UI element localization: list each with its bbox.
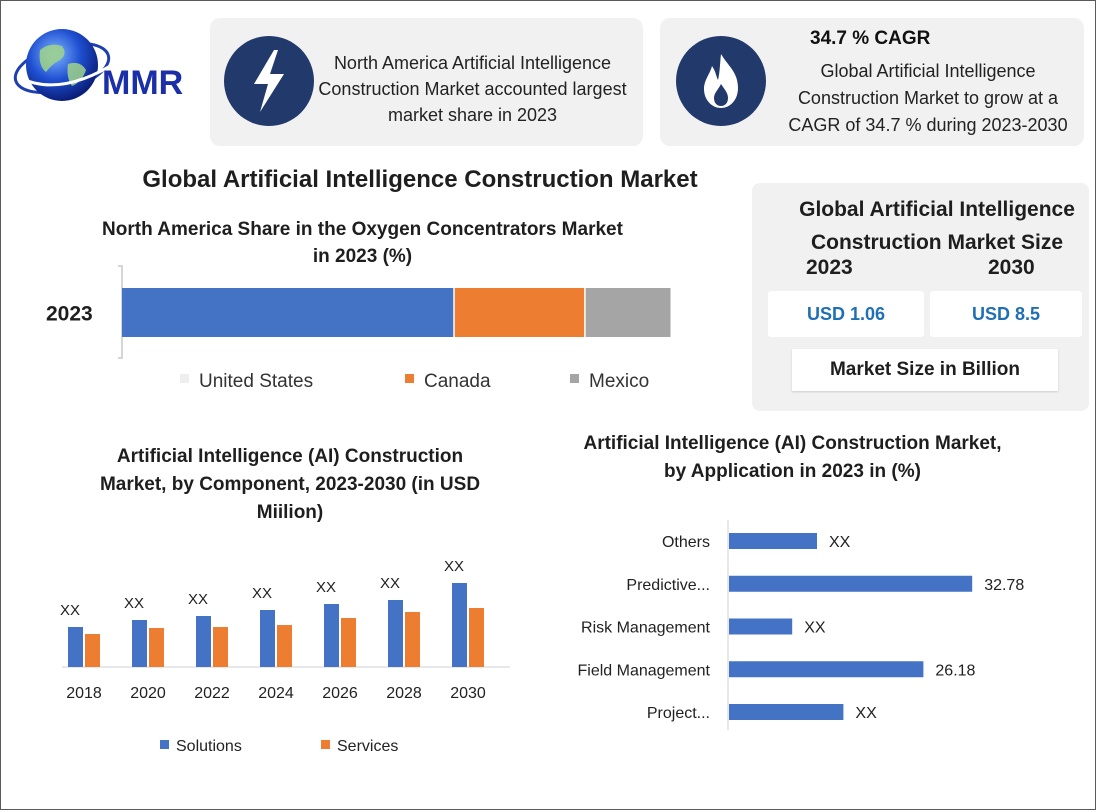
application-bar-4 bbox=[729, 661, 924, 678]
component-legend-label-1: Solutions bbox=[176, 738, 242, 755]
component-bar-solutions-2020 bbox=[132, 620, 147, 667]
component-bar-solutions-2030 bbox=[452, 583, 467, 667]
share-bar-segment-1 bbox=[122, 288, 454, 337]
component-data-label-2020: XX bbox=[124, 595, 144, 612]
application-category-label-2: Predictive... bbox=[626, 577, 710, 594]
component-bar-services-2028 bbox=[405, 612, 420, 667]
application-data-label-2: 32.78 bbox=[984, 577, 1024, 594]
lightning-icon bbox=[224, 36, 314, 126]
component-data-label-2028: XX bbox=[380, 575, 400, 592]
market-size-value-2023: USD 1.06 bbox=[768, 291, 924, 337]
component-tick-2020: 2020 bbox=[130, 685, 166, 702]
share-axis-bracket bbox=[118, 265, 123, 359]
share-legend-label-3: Mexico bbox=[589, 371, 649, 392]
component-bar-chart: XX 2018 XX 2020 XX 2022 XX 2024 XX 2026 XX 2028 XX 20… bbox=[60, 558, 510, 755]
cagr-text: Global Artificial Intelligence Construct… bbox=[788, 61, 1068, 135]
market-size-year-2030: 2030 bbox=[988, 256, 1035, 279]
share-legend-label-1: United States bbox=[199, 371, 313, 392]
mmr-logo: MMR bbox=[10, 20, 210, 115]
application-bar-2 bbox=[729, 575, 973, 592]
application-data-label-1: XX bbox=[829, 534, 851, 551]
application-data-label-5: XX bbox=[855, 705, 877, 722]
share-category-label: 2023 bbox=[46, 303, 93, 326]
north-america-highlight-card: North America Artificial Intelligence Co… bbox=[210, 18, 643, 146]
flame-icon bbox=[676, 36, 766, 126]
component-tick-2024: 2024 bbox=[258, 685, 294, 702]
application-data-label-3: XX bbox=[804, 620, 826, 637]
component-legend-swatch-2 bbox=[321, 740, 330, 749]
application-category-label-3: Risk Management bbox=[581, 620, 711, 637]
component-tick-2030: 2030 bbox=[450, 685, 486, 702]
component-bar-services-2020 bbox=[149, 628, 164, 667]
component-bar-services-2018 bbox=[85, 634, 100, 667]
component-data-label-2026: XX bbox=[316, 579, 336, 596]
component-bar-solutions-2026 bbox=[324, 604, 339, 667]
component-bar-services-2024 bbox=[277, 625, 292, 667]
share-legend-swatch-2 bbox=[405, 374, 414, 383]
application-category-label-4: Field Management bbox=[577, 662, 710, 679]
component-legend-label-2: Services bbox=[337, 738, 398, 755]
application-bar-chart: Others XX Predictive... 32.78 Risk Managemen… bbox=[577, 520, 1024, 730]
share-chart-title: North America Share in the Oxygen Concen… bbox=[102, 219, 623, 267]
main-title: Global Artificial Intelligence Construct… bbox=[142, 166, 698, 193]
market-size-year-2023: 2023 bbox=[806, 256, 853, 279]
component-chart-title: Artificial Intelligence (AI) Constructio… bbox=[99, 446, 481, 523]
component-tick-2026: 2026 bbox=[322, 685, 358, 702]
component-bar-services-2030 bbox=[469, 608, 484, 667]
north-america-highlight-text: North America Artificial Intelligence Co… bbox=[318, 53, 627, 125]
market-size-card: Global Artificial Intelligence Construct… bbox=[752, 183, 1089, 411]
logo-text: MMR bbox=[102, 64, 183, 102]
share-stacked-bar-chart: 2023 United States Canada Mexico bbox=[46, 265, 671, 392]
cagr-heading: 34.7 % CAGR bbox=[810, 28, 931, 49]
application-bar-3 bbox=[729, 618, 793, 635]
cagr-highlight-card: 34.7 % CAGR Global Artificial Intelligen… bbox=[660, 18, 1084, 146]
application-data-label-4: 26.18 bbox=[935, 662, 975, 679]
share-bar-segment-2 bbox=[454, 288, 585, 337]
component-bar-solutions-2018 bbox=[68, 627, 83, 667]
market-size-unit-label: Market Size in Billion bbox=[792, 349, 1058, 391]
application-bar-5 bbox=[729, 704, 844, 720]
market-size-value-2030: USD 8.5 bbox=[930, 291, 1082, 337]
application-category-label-5: Project... bbox=[647, 705, 710, 722]
application-category-label-1: Others bbox=[662, 534, 710, 551]
globe-logo-icon: MMR bbox=[13, 29, 183, 102]
market-size-title: Global Artificial Intelligence Construct… bbox=[799, 198, 1075, 254]
component-data-label-2022: XX bbox=[188, 591, 208, 608]
component-data-label-2018: XX bbox=[60, 602, 80, 619]
application-bar-1 bbox=[729, 533, 817, 549]
component-data-label-2030: XX bbox=[444, 558, 464, 575]
component-legend-swatch-1 bbox=[160, 740, 169, 749]
component-tick-2018: 2018 bbox=[66, 685, 102, 702]
component-tick-2022: 2022 bbox=[194, 685, 230, 702]
component-data-label-2024: XX bbox=[252, 585, 272, 602]
share-legend-label-2: Canada bbox=[424, 371, 491, 392]
component-bar-solutions-2024 bbox=[260, 610, 275, 667]
share-legend-swatch-3 bbox=[570, 374, 579, 383]
component-bar-solutions-2028 bbox=[388, 600, 403, 667]
component-tick-2028: 2028 bbox=[386, 685, 422, 702]
share-bar-segment-3 bbox=[585, 288, 671, 337]
component-bar-services-2022 bbox=[213, 627, 228, 667]
application-chart-title: Artificial Intelligence (AI) Constructio… bbox=[583, 433, 1002, 482]
component-bar-services-2026 bbox=[341, 618, 356, 667]
share-legend-swatch-1 bbox=[180, 374, 189, 383]
component-bar-solutions-2022 bbox=[196, 616, 211, 667]
